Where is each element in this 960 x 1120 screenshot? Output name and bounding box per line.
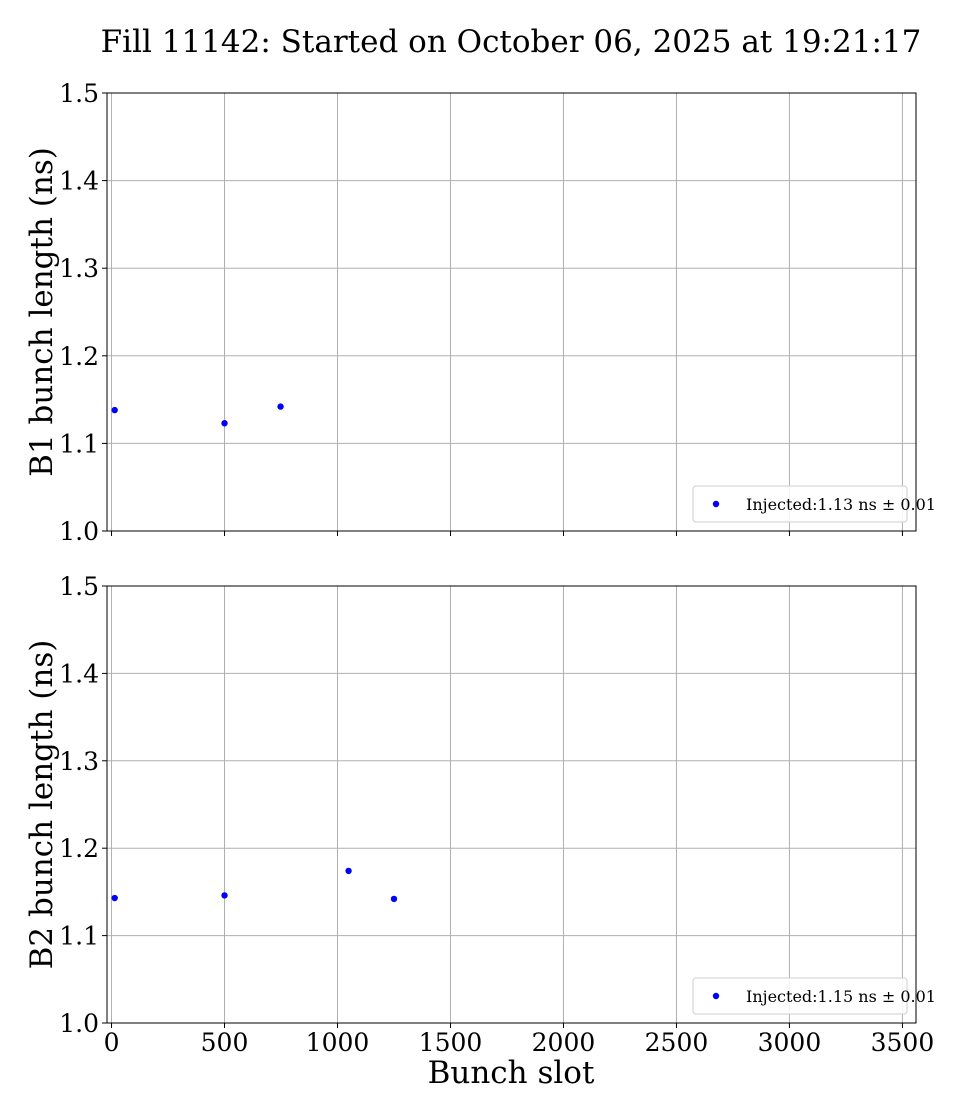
y-tick-label: 1.5 bbox=[59, 572, 99, 601]
panel-1: 1.0 1.1 1.2 1.3 1.4 1.5 B1 bunch length (ns) In… bbox=[24, 79, 936, 546]
legend-marker bbox=[712, 500, 720, 508]
y-tick-label: 1.5 bbox=[59, 79, 99, 108]
x-tick-label: 2500 bbox=[645, 1028, 709, 1057]
data-point bbox=[111, 406, 118, 414]
chart-title: Fill 11142: Started on October 06, 2025 … bbox=[101, 24, 922, 60]
data-point bbox=[221, 892, 228, 899]
x-axis-label: Bunch slot bbox=[428, 1055, 595, 1091]
panels: 1.0 1.1 1.2 1.3 1.4 1.5 B1 bunch length (ns) In… bbox=[24, 79, 936, 1057]
data-point bbox=[345, 867, 352, 875]
y-tick-label: 1.0 bbox=[59, 1009, 99, 1038]
y-tick-label: 1.2 bbox=[59, 342, 99, 371]
series-1 bbox=[111, 403, 284, 427]
x-tick-label: 1500 bbox=[419, 1028, 483, 1057]
y-tick-label: 1.4 bbox=[59, 167, 99, 196]
y-tick-label: 1.4 bbox=[59, 659, 99, 688]
data-point bbox=[111, 894, 118, 902]
data-point bbox=[221, 420, 228, 427]
series-1 bbox=[111, 867, 398, 903]
y-tick-label: 1.3 bbox=[59, 747, 99, 776]
y-tick-label: 1.3 bbox=[59, 254, 99, 283]
data-point bbox=[390, 895, 398, 903]
y-tick-label: 1.2 bbox=[59, 834, 99, 863]
x-tick-label: 2000 bbox=[532, 1028, 596, 1057]
y-tick-label: 1.1 bbox=[59, 429, 99, 458]
y-axis-label: B2 bunch length (ns) bbox=[24, 640, 60, 970]
x-tick-label: 3500 bbox=[871, 1028, 935, 1057]
y-axis-label: B1 bunch length (ns) bbox=[24, 147, 60, 477]
legend-label: Injected:1.13 ns ± 0.01 bbox=[746, 495, 936, 514]
legend-label: Injected:1.15 ns ± 0.01 bbox=[746, 987, 936, 1006]
plot-frame bbox=[106, 92, 917, 532]
panel-2: 0 500 1000 1500 2000 2500 3000 3500 1.0 1.1 1.2 1.3… bbox=[24, 572, 936, 1057]
x-tick-label: 500 bbox=[201, 1028, 249, 1057]
x-tick-label: 0 bbox=[104, 1028, 120, 1057]
legend: Injected:1.15 ns ± 0.01 bbox=[692, 977, 936, 1015]
plot-frame bbox=[106, 585, 917, 1024]
legend-box bbox=[692, 485, 908, 523]
legend: Injected:1.13 ns ± 0.01 bbox=[692, 485, 936, 523]
y-tick-label: 1.1 bbox=[59, 922, 99, 951]
legend-box bbox=[692, 977, 908, 1015]
legend-marker bbox=[712, 992, 720, 1000]
y-tick-label: 1.0 bbox=[59, 517, 99, 546]
x-tick-label: 3000 bbox=[758, 1028, 822, 1057]
x-tick-label: 1000 bbox=[306, 1028, 370, 1057]
data-point bbox=[277, 403, 284, 410]
